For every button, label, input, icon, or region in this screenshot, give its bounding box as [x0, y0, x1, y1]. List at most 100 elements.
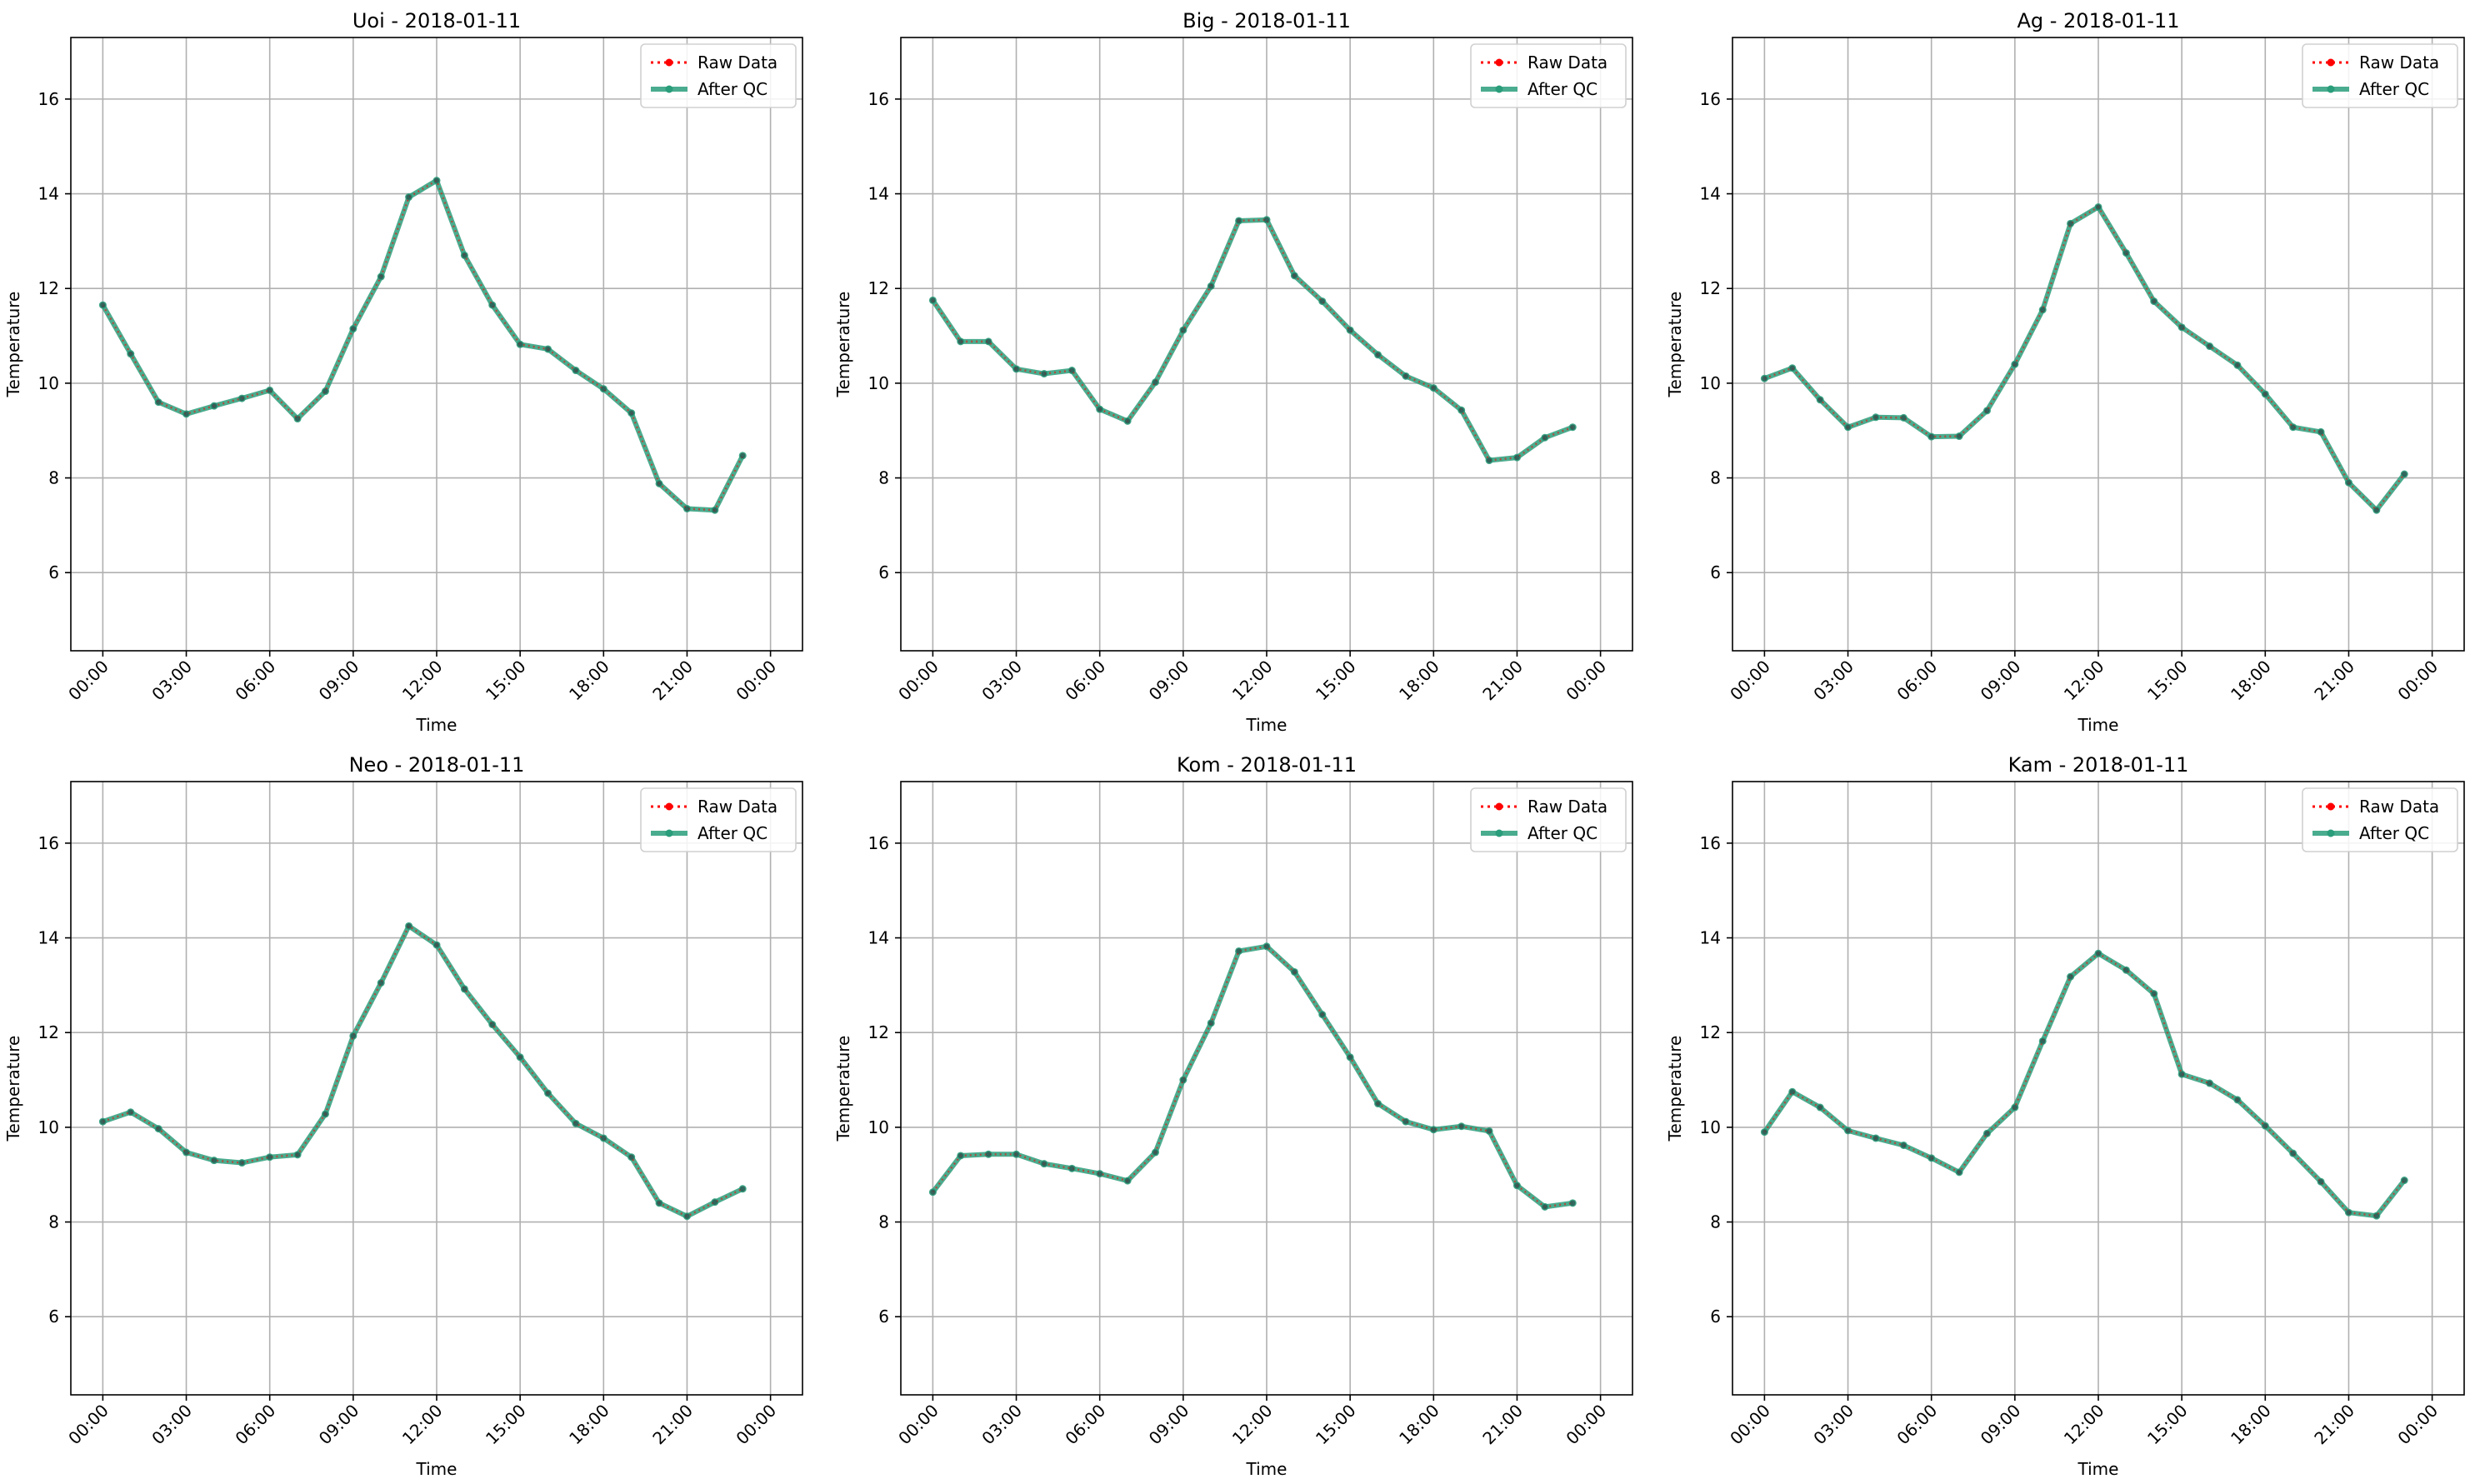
x-tick-label: 03:00 — [978, 657, 1026, 705]
raw-data-point — [740, 452, 746, 459]
raw-data-point — [1319, 298, 1325, 304]
raw-data-point — [545, 346, 551, 352]
raw-data-point — [1542, 435, 1548, 441]
y-tick-label: 16 — [38, 833, 59, 853]
y-tick-label: 16 — [1700, 89, 1721, 109]
raw-data-point — [712, 1199, 718, 1205]
x-tick-label: 12:00 — [1228, 657, 1277, 705]
raw-data-point — [2318, 429, 2324, 435]
subplot-title: Kam - 2018-01-11 — [2008, 753, 2189, 777]
raw-data-point — [1013, 366, 1019, 372]
y-tick-label: 12 — [1700, 1022, 1721, 1042]
y-tick-label: 12 — [868, 1022, 889, 1042]
series-line-after-qc — [100, 177, 745, 513]
raw-data-point — [1984, 1131, 1990, 1137]
raw-data-point — [1928, 1155, 1934, 1162]
x-tick-label: 00:00 — [64, 657, 112, 705]
y-tick-label: 8 — [48, 1212, 59, 1232]
series-line-raw-data — [102, 924, 743, 1218]
raw-data-point — [1263, 943, 1270, 949]
subplot-title: Ag - 2018-01-11 — [2017, 9, 2179, 32]
x-tick-label: 06:00 — [1893, 1401, 1942, 1449]
x-tick-label: 09:00 — [1145, 1401, 1193, 1449]
x-tick-label: 06:00 — [232, 657, 280, 705]
x-tick-label: 00:00 — [894, 657, 942, 705]
series-line-after-qc — [102, 923, 744, 1219]
series-line-after-qc — [930, 217, 1574, 463]
raw-data-point — [1124, 1177, 1131, 1184]
raw-data-point — [155, 399, 162, 405]
raw-data-point — [462, 252, 468, 258]
subplot-4: 6 8 10 12 14 16 00:00 03:00 06:00 09:00 12:00 15:00… — [3, 753, 803, 1479]
raw-data-point — [1486, 457, 1492, 463]
raw-data-point — [1901, 415, 1907, 421]
x-tick-label: 09:00 — [1977, 1401, 2025, 1449]
x-tick-label: 03:00 — [148, 657, 196, 705]
raw-data-point — [601, 1135, 607, 1142]
raw-data-point — [712, 507, 718, 513]
legend: Raw Data After QC — [1470, 43, 1627, 108]
x-axis-label: Time — [416, 715, 458, 735]
raw-data-point — [239, 1160, 245, 1166]
raw-data-point — [100, 302, 106, 308]
raw-data-point — [1097, 1171, 1102, 1177]
x-axis-label: Time — [2078, 1459, 2119, 1479]
y-tick-label: 14 — [868, 928, 889, 948]
subplot-2: 6 8 10 12 14 16 00:00 03:00 06:00 09:00 12:00 15:00… — [833, 9, 1633, 735]
raw-data-point — [267, 387, 272, 393]
x-tick-label: 21:00 — [1478, 1401, 1527, 1449]
raw-data-point — [1817, 1104, 1823, 1111]
raw-data-point — [1208, 1020, 1214, 1027]
y-tick-label: 10 — [38, 1117, 59, 1137]
raw-data-point — [2151, 298, 2157, 304]
series-line-raw-data — [1763, 205, 2406, 512]
legend-after-qc-marker — [1495, 85, 1503, 93]
x-tick-label: 15:00 — [482, 1401, 530, 1449]
legend-raw-data-marker — [665, 802, 673, 811]
raw-data-point — [2290, 1150, 2296, 1157]
raw-data-point — [740, 1186, 746, 1192]
raw-data-point — [1347, 327, 1353, 333]
x-tick-label: 09:00 — [315, 657, 363, 705]
raw-data-point — [1208, 283, 1214, 289]
legend-after-qc-marker — [2327, 829, 2335, 837]
x-tick-label: 15:00 — [1312, 1401, 1360, 1449]
raw-data-point — [406, 194, 412, 200]
y-tick-label: 6 — [1710, 1307, 1721, 1327]
raw-data-point — [1789, 1089, 1795, 1095]
raw-data-point — [1817, 397, 1823, 402]
series-line-after-qc — [931, 943, 1573, 1210]
legend-label-after-qc: After QC — [698, 823, 768, 843]
x-tick-label: 12:00 — [2060, 1401, 2108, 1449]
y-tick-label: 6 — [1710, 562, 1721, 582]
legend-raw-data-marker — [665, 58, 673, 67]
raw-data-point — [1375, 1101, 1381, 1107]
raw-data-point — [1514, 1182, 1520, 1188]
x-tick-label: 06:00 — [232, 1401, 280, 1449]
raw-data-point — [2012, 1104, 2018, 1111]
legend-label-after-qc: After QC — [698, 79, 768, 99]
series-line-raw-data — [932, 218, 1573, 462]
raw-data-point — [128, 351, 133, 357]
raw-data-point — [1402, 1118, 1409, 1125]
x-tick-label: 03:00 — [1809, 657, 1858, 705]
y-axis-label: Temperature — [1665, 292, 1685, 398]
raw-data-point — [1486, 1128, 1492, 1134]
raw-data-point — [517, 1054, 523, 1060]
x-tick-label: 06:00 — [1062, 657, 1110, 705]
x-tick-label: 06:00 — [1893, 657, 1942, 705]
raw-data-point — [1984, 407, 1990, 414]
legend-label-after-qc: After QC — [2359, 823, 2429, 843]
raw-data-point — [267, 1154, 272, 1160]
x-tick-label: 18:00 — [1395, 1401, 1443, 1449]
subplot-title: Neo - 2018-01-11 — [349, 753, 525, 777]
x-tick-label: 18:00 — [2227, 657, 2275, 705]
x-tick-label: 21:00 — [2310, 657, 2358, 705]
legend-after-qc-marker — [665, 85, 673, 93]
y-tick-label: 10 — [868, 1117, 889, 1137]
raw-data-point — [1041, 1161, 1048, 1167]
raw-data-point — [2346, 480, 2352, 486]
raw-data-point — [433, 942, 440, 948]
y-axis-label: Temperature — [833, 292, 853, 398]
raw-data-point — [1431, 385, 1437, 391]
